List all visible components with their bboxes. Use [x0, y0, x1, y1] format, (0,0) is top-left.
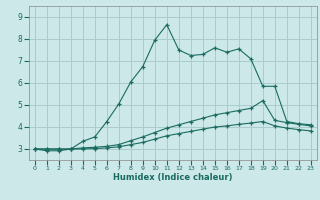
X-axis label: Humidex (Indice chaleur): Humidex (Indice chaleur)	[113, 173, 233, 182]
